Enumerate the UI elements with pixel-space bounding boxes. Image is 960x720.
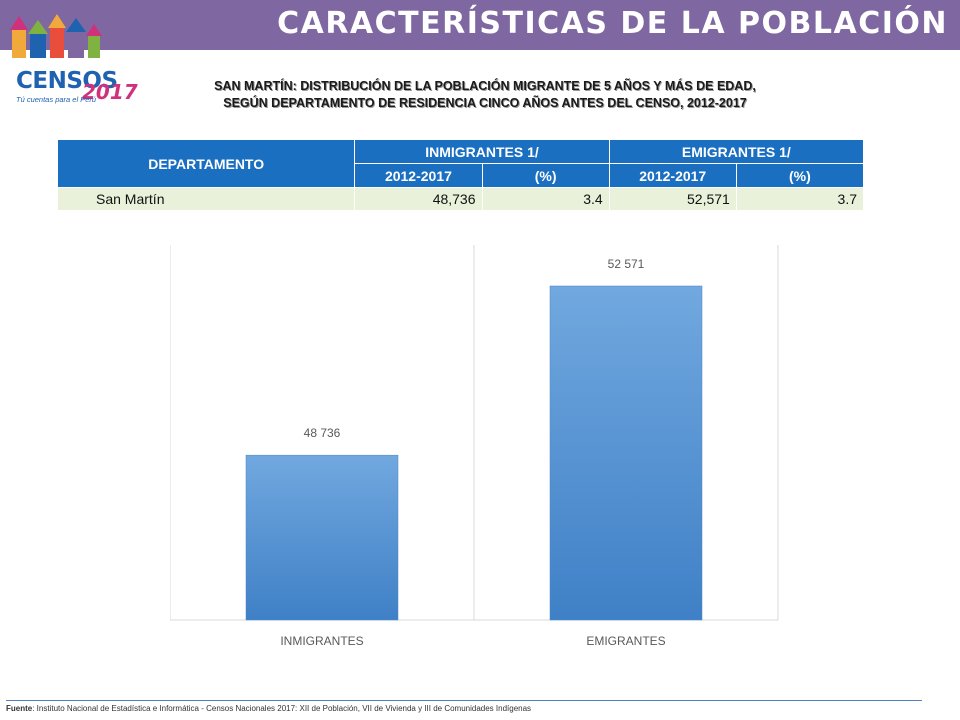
header-departamento: DEPARTAMENTO	[56, 139, 356, 188]
chart-heading-line-1: SAN MARTÍN: DISTRIBUCIÓN DE LA POBLACIÓN…	[214, 79, 756, 93]
subheader-inm-period: 2012-2017	[354, 163, 483, 188]
logo-houses-icon	[10, 14, 102, 58]
x-tick-label-inmigrantes: INMIGRANTES	[280, 634, 363, 648]
cell-inm-pct: 3.4	[481, 187, 610, 211]
x-tick-label-emigrantes: EMIGRANTES	[586, 634, 665, 648]
cell-inm-value: 48,736	[354, 187, 483, 211]
subheader-inm-pct: (%)	[481, 163, 610, 188]
migration-table: DEPARTAMENTO INMIGRANTES 1/ EMIGRANTES 1…	[56, 139, 865, 211]
cell-emi-pct: 3.7	[735, 187, 865, 211]
bar-inmigrantes	[245, 454, 399, 621]
censos-logo: CENSOS 2017 Tú cuentas para el Perú	[6, 10, 138, 105]
source-note: Fuente: Instituto Nacional de Estadístic…	[6, 704, 531, 713]
table-header-row: DEPARTAMENTO INMIGRANTES 1/ EMIGRANTES 1…	[56, 139, 865, 188]
header-banner: CARACTERÍSTICAS DE LA POBLACIÓN	[0, 0, 960, 50]
bar-emigrantes	[549, 285, 703, 621]
logo-year: 2017	[82, 80, 138, 104]
source-label: Fuente	[6, 704, 33, 713]
footer-divider	[6, 700, 922, 701]
table-row: San Martín 48,736 3.4 52,571 3.7	[56, 187, 865, 211]
cell-emi-value: 52,571	[608, 187, 737, 211]
bar-chart: 48 736 INMIGRANTES 52 571 EMIGRANTES	[170, 245, 779, 648]
source-text: : Instituto Nacional de Estadística e In…	[32, 704, 532, 713]
subheader-emi-period: 2012-2017	[608, 163, 737, 188]
chart-heading-line-2: SEGÚN DEPARTAMENTO DE RESIDENCIA CINCO A…	[223, 96, 747, 110]
chart-heading: SAN MARTÍN: DISTRIBUCIÓN DE LA POBLACIÓN…	[140, 78, 830, 112]
table-subheader-row: 2012-2017 (%) 2012-2017 (%)	[58, 163, 865, 188]
header-emigrantes: EMIGRANTES 1/	[608, 139, 865, 164]
chart-bars: 48 736 INMIGRANTES 52 571 EMIGRANTES	[245, 257, 703, 648]
data-label-emigrantes: 52 571	[608, 257, 645, 271]
data-label-inmigrantes: 48 736	[304, 426, 341, 440]
cell-departamento: San Martín	[56, 187, 356, 211]
logo-text: CENSOS	[16, 68, 118, 94]
page-title: CARACTERÍSTICAS DE LA POBLACIÓN	[277, 6, 948, 41]
logo-tagline: Tú cuentas para el Perú	[16, 95, 97, 104]
header-inmigrantes: INMIGRANTES 1/	[354, 139, 610, 164]
subheader-emi-pct: (%)	[735, 163, 865, 188]
